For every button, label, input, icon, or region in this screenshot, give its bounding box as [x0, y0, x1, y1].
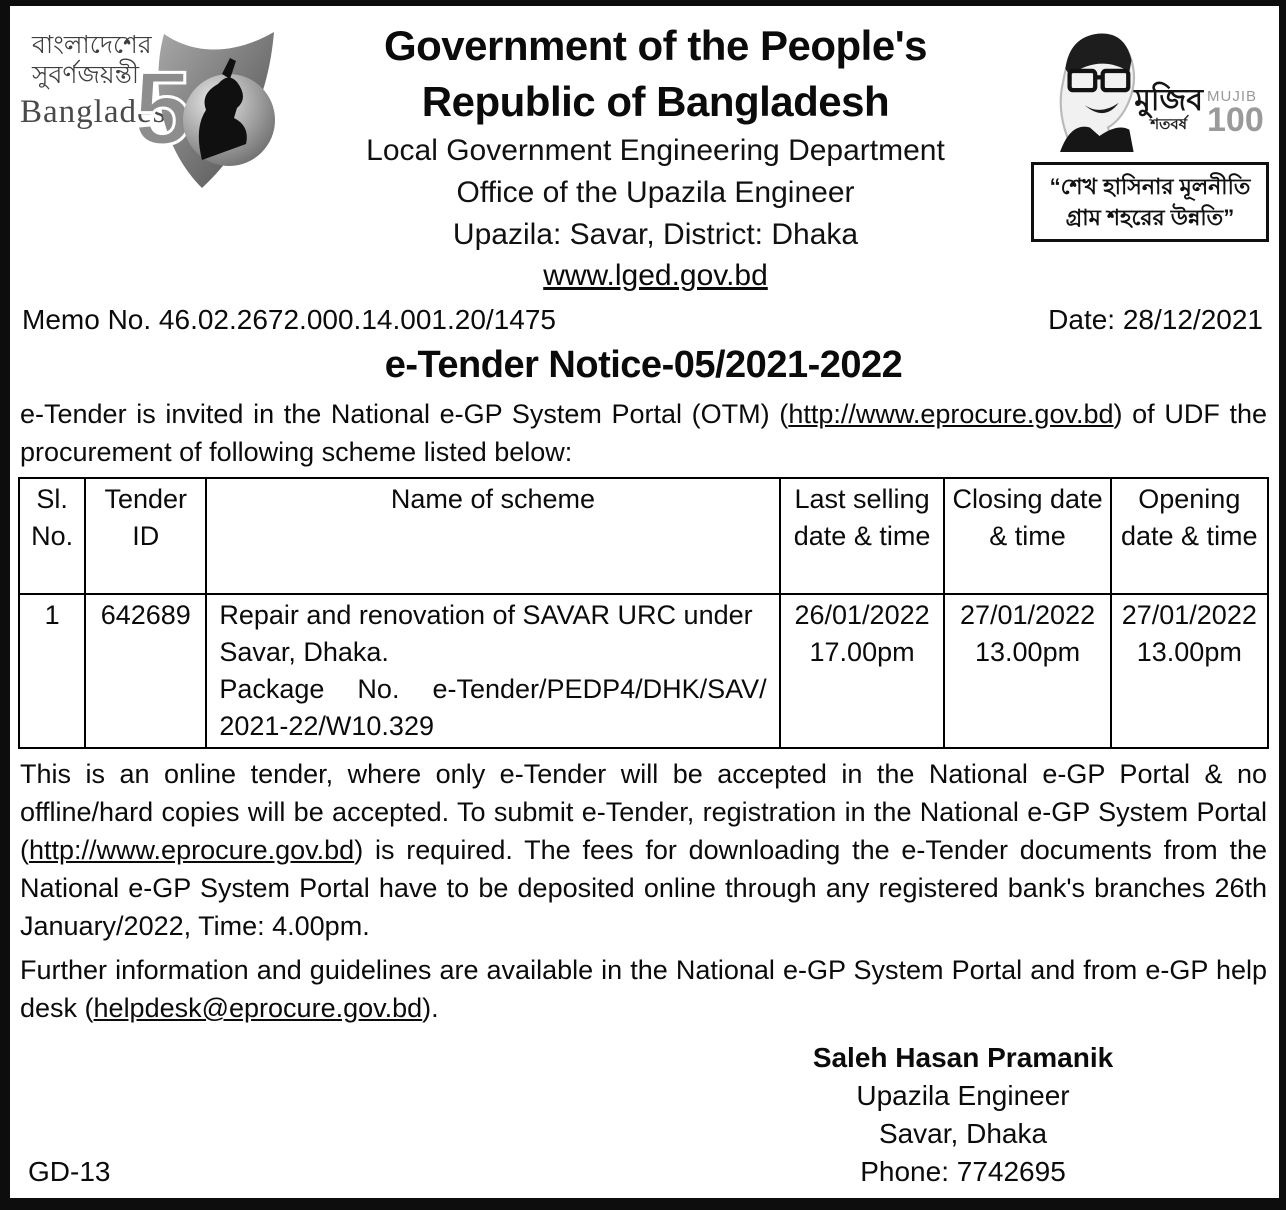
- col-header-tender-id: Tender ID: [84, 477, 208, 595]
- office-name: Office of the Upazila Engineer: [456, 176, 855, 209]
- office-location: Upazila: Savar, District: Dhaka: [452, 218, 859, 251]
- conditions-text-1: This is an online tender, where only e-T…: [20, 759, 1267, 865]
- signature-block: Saleh Hasan Pramanik Upazila Engineer Sa…: [663, 1039, 1263, 1210]
- cell-sl-no: 1: [17, 593, 87, 749]
- bangladesh-label: Bangladesh: [20, 94, 184, 130]
- col-header-sl-no: Sl. No.: [17, 477, 87, 595]
- memo-row: Memo No. 46.02.2672.000.14.001.20/1475 D…: [18, 304, 1269, 336]
- mujib-100-wordmark: MUJIB 100: [1207, 88, 1264, 139]
- mujib-bengali-wordmark: মুজিব শতবর্ষ: [1134, 84, 1204, 134]
- scheme-line-4: 2021-22/W10.329: [219, 711, 434, 741]
- table-header-row: Sl. No. Tender ID Name of scheme Last se…: [17, 477, 1270, 595]
- form-code: GD-13: [28, 1156, 111, 1187]
- digit-5: 5: [134, 51, 192, 167]
- bengali-line-2: সুবর্ণজয়ন্তী: [32, 61, 140, 89]
- closing-time: 13.00pm: [975, 637, 1081, 667]
- conditions-text-2: ) is required. The fees for downloading …: [20, 835, 1267, 941]
- document-masthead: বাংলাদেশের সুবর্ণজয়ন্তী Bangladesh 5: [18, 12, 1269, 296]
- signatory-phone: Phone: 7742695: [860, 1156, 1066, 1187]
- country-title-line1: Government of the People's: [383, 22, 928, 69]
- further-info-paragraph: Further information and guidelines are a…: [18, 951, 1269, 1027]
- signatory-email-line: E-mail: ue.savar@lged.gov.bd: [663, 1191, 1263, 1210]
- cell-tender-id: 642689: [84, 593, 208, 749]
- scheme-line-2: Savar, Dhaka.: [219, 637, 389, 667]
- signatory-name: Saleh Hasan Pramanik: [812, 1042, 1114, 1073]
- country-title-line2: Republic of Bangladesh: [421, 78, 890, 125]
- cell-last-selling: 26/01/2022 17.00pm: [778, 593, 946, 749]
- mujib-100-logo: মুজিব শতবর্ষ MUJIB 100: [1031, 22, 1269, 152]
- eprocure-link-2: http://www.eprocure.gov.bd: [29, 835, 355, 865]
- email-label: E-mail:: [776, 1194, 872, 1210]
- bangladesh-50-logo: বাংলাদেশের সুবর্ণজয়ন্তী Bangladesh 5: [18, 22, 280, 202]
- website-link: www.lged.gov.bd: [543, 259, 768, 292]
- last-selling-time: 17.00pm: [809, 637, 915, 667]
- eprocure-link: http://www.eprocure.gov.bd: [788, 399, 1114, 429]
- notice-title: e-Tender Notice-05/2021-2022: [384, 344, 903, 386]
- slogan-box: “শেখ হাসিনার মূলনীতি গ্রাম শহরের উন্নতি”: [1031, 162, 1269, 242]
- signatory-title: Upazila Engineer: [856, 1080, 1070, 1111]
- col-header-opening: Opening date & time: [1109, 477, 1270, 595]
- conditions-paragraph: This is an online tender, where only e-T…: [18, 755, 1269, 945]
- further-info-text-2: ).: [422, 993, 439, 1023]
- further-info-text-1: Further information and guidelines are a…: [20, 955, 1267, 1023]
- signatory-email-link: ue.savar@lged.gov.bd: [871, 1194, 1150, 1210]
- table-row: 1 642689 Repair and renovation of SAVAR …: [17, 593, 1270, 749]
- memo-number: Memo No. 46.02.2672.000.14.001.20/1475: [22, 304, 556, 335]
- cell-opening: 27/01/2022 13.00pm: [1109, 593, 1270, 749]
- letterhead-text: Government of the People's Republic of B…: [280, 12, 1031, 296]
- tender-table: Sl. No. Tender ID Name of scheme Last se…: [17, 477, 1270, 749]
- intro-paragraph: e-Tender is invited in the National e-GP…: [18, 395, 1269, 471]
- cell-closing: 27/01/2022 13.00pm: [943, 593, 1112, 749]
- intro-text-2: ) of UDF the procurement of following sc…: [20, 399, 1267, 467]
- mujib-100-block: মুজিব শতবর্ষ MUJIB 100 “শেখ হাসিনার মূলন…: [1031, 12, 1269, 242]
- bengali-line-1: বাংলাদেশের: [32, 31, 152, 59]
- department-name: Local Government Engineering Department: [366, 134, 945, 167]
- cell-scheme: Repair and renovation of SAVAR URC under…: [205, 593, 781, 749]
- slogan-line2: গ্রাম শহরের উন্নতি”: [1065, 205, 1235, 230]
- golden-jubilee-50-graphic: 5: [133, 32, 275, 188]
- last-selling-date: 26/01/2022: [794, 600, 930, 630]
- opening-time: 13.00pm: [1136, 637, 1242, 667]
- slogan-line1: “শেখ হাসিনার মূলনীতি: [1049, 174, 1251, 199]
- closing-date: 27/01/2022: [959, 600, 1096, 630]
- col-header-scheme: Name of scheme: [205, 477, 781, 595]
- memo-date: Date: 28/12/2021: [1048, 304, 1263, 335]
- helpdesk-email-link: helpdesk@eprocure.gov.bd: [93, 993, 423, 1023]
- mujib-portrait: [1059, 33, 1136, 152]
- opening-date: 27/01/2022: [1121, 600, 1257, 630]
- scheme-line-3: Package No. e-Tender/PEDP4/DHK/SAV/: [219, 674, 767, 704]
- signatory-location: Savar, Dhaka: [878, 1118, 1048, 1149]
- col-header-closing: Closing date & time: [943, 477, 1112, 595]
- col-header-last-selling: Last selling date & time: [778, 477, 946, 595]
- intro-text-1: e-Tender is invited in the National e-GP…: [20, 399, 789, 429]
- bangladesh-50-bengali-text: বাংলাদেশের সুবর্ণজয়ন্তী: [32, 30, 152, 90]
- scheme-line-1: Repair and renovation of SAVAR URC under: [219, 600, 753, 630]
